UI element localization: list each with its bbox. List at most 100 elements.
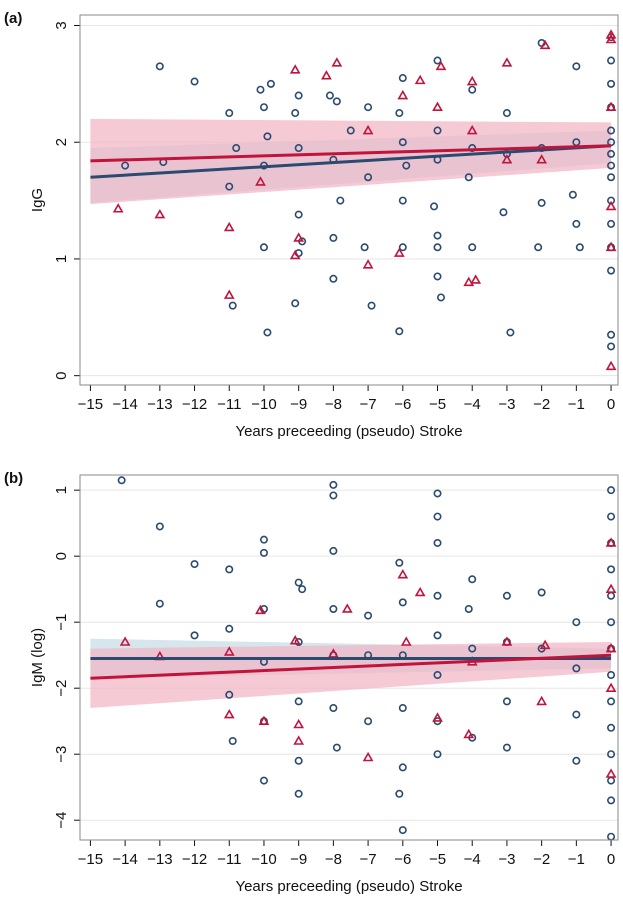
circle-point	[433, 272, 442, 281]
circle-point	[364, 103, 373, 112]
x-tick-label: 0	[607, 396, 615, 413]
x-tick-label: −7	[360, 851, 377, 868]
circle-point	[433, 243, 442, 252]
triangle-point	[223, 289, 235, 299]
triangle-point	[112, 203, 124, 213]
circle-point	[364, 173, 373, 182]
circle-point	[329, 703, 338, 712]
circle-point	[572, 62, 581, 71]
circle-point	[607, 486, 616, 495]
x-tick-label: −14	[112, 851, 137, 868]
y-tick-label: −4	[53, 812, 70, 829]
circle-point	[395, 789, 404, 798]
circle-point	[228, 301, 237, 310]
plot-frame	[79, 14, 619, 386]
triangle-point	[223, 646, 235, 656]
x-tick-label: −2	[533, 396, 550, 413]
circle-point	[294, 789, 303, 798]
triangle-point	[605, 200, 617, 211]
triangle-point	[605, 768, 617, 778]
circle-point	[607, 670, 616, 679]
triangle-point	[463, 276, 475, 287]
circle-point	[502, 697, 511, 706]
circle-point	[256, 85, 265, 94]
circle-point	[225, 565, 234, 574]
circle-point	[225, 624, 234, 633]
circle-point	[259, 535, 268, 544]
circle-point	[266, 79, 275, 88]
x-tick-label: −9	[290, 396, 307, 413]
triangle-point	[432, 712, 443, 722]
x-tick-label: −3	[498, 851, 515, 868]
circle-point	[607, 56, 616, 65]
x-tick-label: −7	[360, 396, 377, 413]
circle-point	[360, 243, 369, 252]
panel-label: (b)	[4, 470, 23, 487]
triangle-point	[539, 39, 551, 50]
triangle-point	[223, 221, 235, 232]
circle-point	[607, 219, 616, 228]
circle-point	[607, 79, 616, 88]
circle-point	[329, 480, 338, 489]
triangle-point	[258, 715, 270, 725]
y-tick-label: 1	[53, 255, 70, 263]
circle-point	[607, 697, 616, 706]
circle-point	[433, 538, 442, 547]
circle-point	[228, 736, 237, 745]
y-tick-label: −3	[53, 746, 70, 763]
circle-point	[502, 109, 511, 118]
circle-point	[364, 611, 373, 620]
circle-point	[294, 91, 303, 100]
circle-point	[468, 85, 477, 94]
circle-point	[294, 697, 303, 706]
circle-point	[607, 173, 616, 182]
circle-point	[294, 578, 303, 587]
y-tick-label: 0	[53, 371, 70, 379]
circle-point	[534, 243, 543, 252]
triangle-point	[501, 57, 513, 67]
triangle-point	[470, 274, 482, 284]
triangle-point	[536, 154, 548, 164]
fit-line	[90, 653, 612, 680]
triangle-point	[341, 603, 353, 613]
triangle-point	[414, 74, 426, 85]
circle-point	[117, 476, 126, 485]
y-axis-label: IgM (log)	[29, 628, 46, 687]
circle-point	[464, 604, 473, 613]
x-tick-label: −6	[394, 851, 411, 868]
circle-point	[329, 274, 338, 283]
circle-point	[607, 796, 616, 805]
circle-point	[537, 198, 546, 207]
circle-point	[294, 637, 303, 646]
circle-point	[572, 710, 581, 719]
triangle-point	[293, 232, 305, 242]
x-tick-label: −4	[464, 851, 481, 868]
triangle-point	[466, 124, 478, 135]
x-tick-label: −3	[498, 396, 515, 413]
circle-point	[568, 190, 577, 199]
circle-point	[433, 56, 442, 65]
y-axis-label: IgG	[29, 188, 46, 212]
x-tick-label: −4	[464, 396, 481, 413]
circle-point	[298, 585, 307, 594]
circle-point	[506, 328, 515, 337]
triangle-point	[255, 176, 266, 186]
y-tick-label: −1	[53, 614, 70, 631]
circle-point	[398, 703, 407, 712]
triangle-point	[539, 639, 551, 650]
circle-point	[607, 832, 616, 841]
circle-point	[325, 91, 334, 100]
triangle-point	[605, 360, 617, 371]
circle-point	[464, 173, 473, 182]
triangle-point	[605, 682, 617, 692]
circle-point	[346, 126, 355, 135]
circle-point	[607, 342, 616, 351]
circle-point	[607, 723, 616, 732]
triangle-point	[466, 75, 478, 86]
x-tick-label: −1	[568, 396, 585, 413]
circle-point	[225, 182, 234, 191]
circle-point	[572, 664, 581, 673]
circle-point	[232, 144, 241, 153]
circle-point	[607, 618, 616, 627]
triangle-point	[605, 29, 617, 39]
